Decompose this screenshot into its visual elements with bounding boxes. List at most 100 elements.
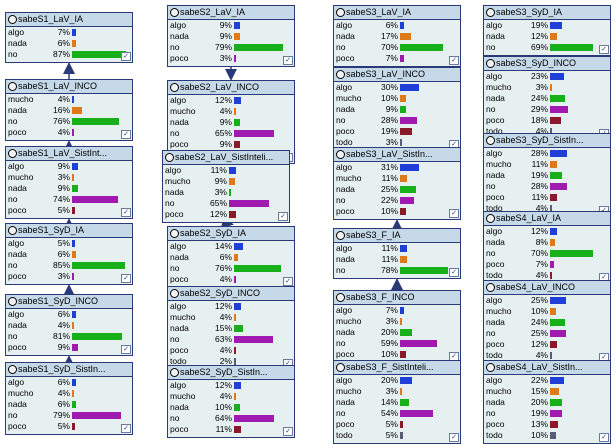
state-row[interactable]: algo 7% xyxy=(334,305,460,316)
state-row[interactable]: no 79% xyxy=(168,42,294,53)
node-n18[interactable]: sabeS3_F_SistInteli... algo 20% mucho 3% nada… xyxy=(333,360,461,444)
state-row[interactable]: nada 6% xyxy=(6,399,132,410)
state-row[interactable]: poco 3% xyxy=(168,53,294,64)
node-title[interactable]: sabeS1_LaV_INCO xyxy=(6,80,132,94)
state-row[interactable]: todo 5% xyxy=(334,430,460,441)
checkmark-icon[interactable]: ✓ xyxy=(283,277,293,286)
node-title[interactable]: sabeS4_LaV_IA xyxy=(484,212,610,226)
node-title[interactable]: sabeS4_LaV_INCO xyxy=(484,281,610,295)
state-row[interactable]: nada 6% xyxy=(6,249,132,260)
state-row[interactable]: nada 11% xyxy=(334,254,460,265)
state-row[interactable]: poco 7% xyxy=(334,53,460,64)
state-row[interactable]: algo 6% xyxy=(6,309,132,320)
state-row[interactable]: algo 11% xyxy=(163,165,289,176)
state-row[interactable]: algo 22% xyxy=(484,375,610,386)
checkmark-icon[interactable]: ✓ xyxy=(449,433,459,442)
node-n15[interactable]: sabeS3_LaV_SistIn... algo 31% mucho 11% nada 2… xyxy=(333,147,461,220)
state-row[interactable]: algo 9% xyxy=(6,161,132,172)
state-row[interactable]: poco 11% xyxy=(484,192,610,203)
state-row[interactable]: algo 20% xyxy=(334,375,460,386)
checkmark-icon[interactable]: ✓ xyxy=(121,424,131,433)
state-row[interactable]: no 29% xyxy=(484,104,610,115)
state-row[interactable]: poco 3% xyxy=(6,271,132,282)
checkmark-icon[interactable]: ✓ xyxy=(599,45,609,54)
state-row[interactable]: nada 12% xyxy=(484,31,610,42)
node-n12[interactable]: sabeS2_SyD_SistIn... algo 12% mucho 4% nada 10… xyxy=(167,365,295,438)
state-row[interactable]: poco 5% xyxy=(6,205,132,216)
state-row[interactable]: algo 30% xyxy=(334,82,460,93)
state-row[interactable]: mucho 3% xyxy=(484,82,610,93)
node-title[interactable]: sabeS3_LaV_INCO xyxy=(334,68,460,82)
state-row[interactable]: nada 24% xyxy=(484,93,610,104)
state-row[interactable]: nada 20% xyxy=(484,397,610,408)
state-row[interactable]: nada 9% xyxy=(168,31,294,42)
state-row[interactable]: no 74% xyxy=(6,194,132,205)
node-n22[interactable]: sabeS4_LaV_IA algo 12% nada 8% no 70% poco 7% tod… xyxy=(483,211,611,284)
state-row[interactable]: todo 10% xyxy=(484,430,610,441)
state-row[interactable]: mucho 10% xyxy=(484,306,610,317)
node-title[interactable]: sabeS2_SyD_IA xyxy=(168,227,294,241)
state-row[interactable]: poco 12% xyxy=(484,339,610,350)
state-row[interactable]: algo 25% xyxy=(484,295,610,306)
state-row[interactable]: nada 9% xyxy=(6,183,132,194)
checkmark-icon[interactable]: ✓ xyxy=(283,427,293,436)
state-row[interactable]: algo 6% xyxy=(6,377,132,388)
node-title[interactable]: sabeS4_LaV_SistIn... xyxy=(484,361,610,375)
state-row[interactable]: no 63% xyxy=(168,334,294,345)
state-row[interactable]: no 85% xyxy=(6,260,132,271)
state-row[interactable]: no 76% xyxy=(6,116,132,127)
state-row[interactable]: no 69% xyxy=(484,42,610,53)
checkmark-icon[interactable]: ✓ xyxy=(121,130,131,139)
state-row[interactable]: algo 9% xyxy=(168,20,294,31)
state-row[interactable]: nada 14% xyxy=(334,397,460,408)
state-row[interactable]: algo 12% xyxy=(168,95,294,106)
node-title[interactable]: sabeS3_SyD_INCO xyxy=(484,57,610,71)
state-row[interactable]: todo 4% xyxy=(484,203,610,214)
state-row[interactable]: mucho 9% xyxy=(163,176,289,187)
state-row[interactable]: no 64% xyxy=(168,413,294,424)
state-row[interactable]: todo 4% xyxy=(484,270,610,281)
state-row[interactable]: no 79% xyxy=(6,410,132,421)
state-row[interactable]: poco 13% xyxy=(484,419,610,430)
state-row[interactable]: poco 7% xyxy=(484,259,610,270)
state-row[interactable]: nada 19% xyxy=(484,170,610,181)
state-row[interactable]: poco 11% xyxy=(168,424,294,435)
state-row[interactable]: algo 11% xyxy=(334,243,460,254)
node-n6[interactable]: sabeS1_SyD_SistIn... algo 6% mucho 4% nada 6% n… xyxy=(5,362,133,435)
state-row[interactable]: no 70% xyxy=(334,42,460,53)
node-n7[interactable]: sabeS2_LaV_IA algo 9% nada 9% no 79% poco 3% ✓ xyxy=(167,5,295,67)
state-row[interactable]: poco 12% xyxy=(163,209,289,220)
node-n1[interactable]: sabeS1_LaV_IA algo 7% nada 6% no 87% ✓ xyxy=(5,12,133,63)
state-row[interactable]: mucho 4% xyxy=(6,94,132,105)
state-row[interactable]: poco 4% xyxy=(168,274,294,285)
node-title[interactable]: sabeS1_LaV_SistInt... xyxy=(6,147,132,161)
state-row[interactable]: nada 4% xyxy=(6,320,132,331)
state-row[interactable]: nada 20% xyxy=(334,327,460,338)
node-title[interactable]: sabeS2_LaV_INCO xyxy=(168,81,294,95)
state-row[interactable]: poco 9% xyxy=(168,139,294,150)
state-row[interactable]: nada 25% xyxy=(334,184,460,195)
state-row[interactable]: algo 23% xyxy=(484,71,610,82)
state-row[interactable]: no 59% xyxy=(334,338,460,349)
node-n23[interactable]: sabeS4_LaV_INCO algo 25% mucho 10% nada 24% no 2… xyxy=(483,280,611,364)
state-row[interactable]: mucho 4% xyxy=(6,388,132,399)
node-title[interactable]: sabeS1_LaV_IA xyxy=(6,13,132,27)
state-row[interactable]: algo 12% xyxy=(484,226,610,237)
node-title[interactable]: sabeS1_SyD_SistIn... xyxy=(6,363,132,377)
checkmark-icon[interactable]: ✓ xyxy=(121,208,131,217)
state-row[interactable]: algo 14% xyxy=(168,241,294,252)
state-row[interactable]: no 87% xyxy=(6,49,132,60)
state-row[interactable]: poco 9% xyxy=(6,342,132,353)
state-row[interactable]: nada 9% xyxy=(334,104,460,115)
node-title[interactable]: sabeS2_SyD_SistIn... xyxy=(168,366,294,380)
node-title[interactable]: sabeS1_SyD_INCO xyxy=(6,295,132,309)
state-row[interactable]: mucho 4% xyxy=(168,106,294,117)
state-row[interactable]: algo 31% xyxy=(334,162,460,173)
node-n16[interactable]: sabeS3_F_IA algo 11% nada 11% no 78% ✓ xyxy=(333,228,461,279)
state-row[interactable]: nada 6% xyxy=(168,252,294,263)
checkmark-icon[interactable]: ✓ xyxy=(449,209,459,218)
node-n14[interactable]: sabeS3_LaV_INCO algo 30% mucho 10% nada 9% no 28… xyxy=(333,67,461,151)
state-row[interactable]: algo 12% xyxy=(168,380,294,391)
node-n2[interactable]: sabeS1_LaV_INCO mucho 4% nada 16% no 76% poco 4%… xyxy=(5,79,133,141)
state-row[interactable]: todo 4% xyxy=(484,350,610,361)
